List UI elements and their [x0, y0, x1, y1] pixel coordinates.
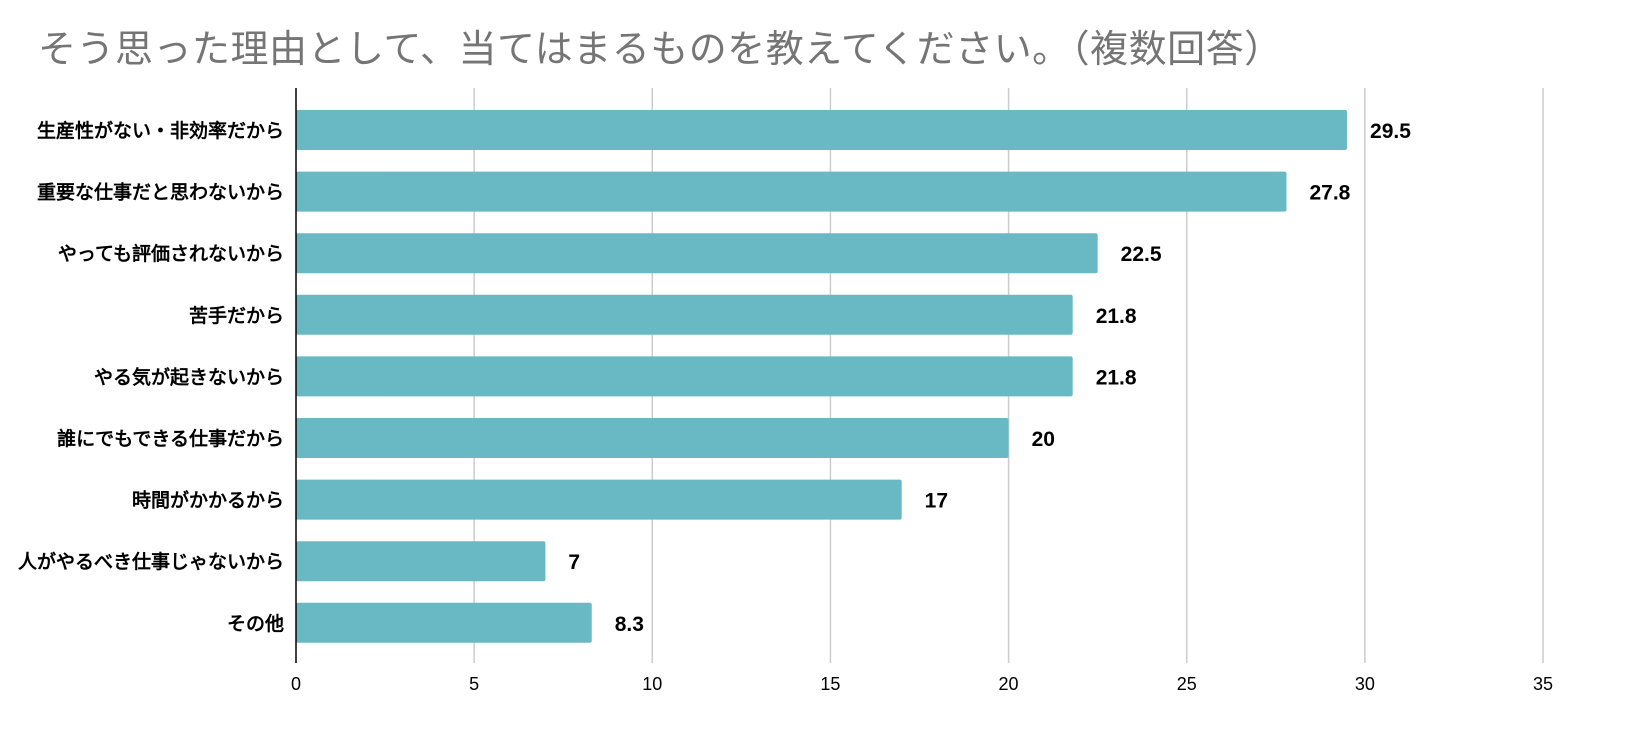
- x-tick-label: 20: [999, 674, 1019, 694]
- category-labels: 生産性がない・非効率だから重要な仕事だと思わないからやっても評価されないから苦手…: [18, 119, 284, 635]
- x-tick-label: 0: [291, 674, 301, 694]
- category-label: その他: [227, 612, 284, 635]
- value-label: 20: [1032, 428, 1055, 451]
- value-label: 21.8: [1096, 305, 1137, 328]
- x-tick-labels: 0 5 10 15 20 25 30 35: [291, 674, 1553, 694]
- x-tick-label: 25: [1177, 674, 1197, 694]
- value-label: 7: [568, 551, 580, 574]
- bar: [296, 233, 1098, 274]
- bar: [296, 479, 902, 520]
- category-label: やる気が起きないから: [94, 365, 284, 388]
- value-label: 21.8: [1096, 366, 1137, 389]
- category-label: 生産性がない・非効率だから: [37, 119, 284, 142]
- category-label: 誰にでもできる仕事だから: [57, 427, 284, 450]
- value-label: 22.5: [1121, 243, 1162, 266]
- value-label: 27.8: [1309, 182, 1350, 205]
- bars: [296, 110, 1348, 643]
- chart-title: そう思った理由として、当てはまるものを教えてください。（複数回答）: [38, 27, 1283, 71]
- bar: [296, 541, 546, 582]
- x-tick-label: 10: [642, 674, 662, 694]
- value-label: 17: [925, 490, 948, 513]
- value-label: 29.5: [1370, 120, 1411, 143]
- x-tick-label: 15: [820, 674, 840, 694]
- category-label: やっても評価されないから: [58, 242, 284, 265]
- bar: [296, 171, 1287, 212]
- x-tick-label: 5: [469, 674, 479, 694]
- bar: [296, 602, 592, 643]
- category-label: 時間がかかるから: [132, 489, 284, 512]
- value-label: 8.3: [615, 613, 644, 636]
- category-label: 人がやるべき仕事じゃないから: [18, 550, 284, 573]
- value-labels: 29.5 27.8 22.5 21.8 21.8 20 17 7 8.3: [568, 120, 1411, 636]
- bar: [296, 418, 1009, 458]
- x-tick-label: 30: [1355, 674, 1375, 694]
- bar: [296, 356, 1073, 397]
- category-label: 苦手だから: [189, 304, 284, 327]
- category-label: 重要な仕事だと思わないから: [37, 181, 284, 204]
- bar: [296, 110, 1348, 150]
- x-tick-label: 35: [1533, 674, 1553, 694]
- bar: [296, 294, 1073, 335]
